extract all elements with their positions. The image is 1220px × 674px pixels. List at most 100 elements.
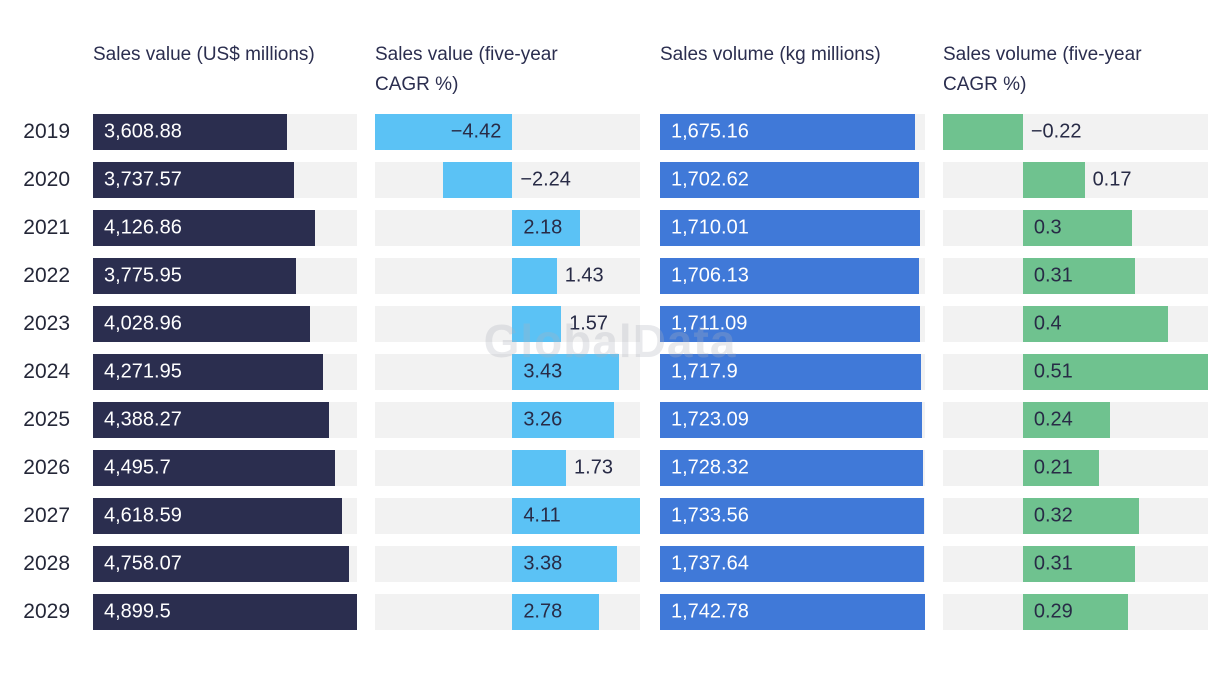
bar-label: 1,723.09 — [671, 408, 749, 431]
sales-volume-bar — [660, 258, 920, 294]
bar-label: 0.51 — [1033, 360, 1073, 383]
bar-track: 1,728.32 — [660, 450, 925, 486]
year-label: 2019 — [23, 120, 70, 143]
bar-label: 3.43 — [523, 360, 563, 383]
sales-value-cagr-bar — [512, 210, 581, 246]
year-label: 2026 — [23, 456, 70, 479]
bar-track: 4,758.07 — [93, 546, 357, 582]
bar-track: 3.38 — [375, 546, 640, 582]
sales-value-bar — [93, 114, 288, 150]
sales-value-cagr-bar — [442, 162, 513, 198]
sales-value-cagr-bar — [512, 450, 567, 486]
bar-track: 1,710.01 — [660, 210, 925, 246]
bar-track: −4.42 — [375, 114, 640, 150]
column-header-sales-volume: Sales volume (kg millions) — [660, 44, 881, 65]
bar-label: 1,737.64 — [671, 552, 749, 575]
bar-track: 1,711.09 — [660, 306, 925, 342]
bar-label: 0.31 — [1033, 552, 1073, 575]
bar-track: 1,717.9 — [660, 354, 925, 390]
bar-track: 1,737.64 — [660, 546, 925, 582]
bar-label: 0.24 — [1033, 408, 1073, 431]
bar-label: 2.78 — [523, 600, 563, 623]
bar-track: 1,675.16 — [660, 114, 925, 150]
bar-label: −0.22 — [1030, 120, 1082, 143]
bar-track: 1,702.62 — [660, 162, 925, 198]
sales-volume-bar — [660, 498, 924, 534]
sales-volume-cagr-bar — [1022, 354, 1208, 390]
sales-volume-bar — [660, 354, 922, 390]
bar-label: 1,675.16 — [671, 120, 749, 143]
bar-track: 0.24 — [943, 402, 1208, 438]
sales-volume-bar — [660, 210, 921, 246]
sales-volume-cagr-bar — [1022, 306, 1169, 342]
bar-label: 1,711.09 — [671, 312, 748, 335]
sales-value-bar — [93, 546, 350, 582]
bar-track: 4,495.7 — [93, 450, 357, 486]
bar-track: 3.43 — [375, 354, 640, 390]
sales-value-cagr-bar — [512, 354, 619, 390]
bar-track: 0.32 — [943, 498, 1208, 534]
year-label: 2023 — [23, 312, 70, 335]
bar-label: 3,775.95 — [104, 264, 182, 287]
bar-label: 4,126.86 — [104, 216, 182, 239]
bar-track: −2.24 — [375, 162, 640, 198]
year-label: 2024 — [23, 360, 70, 383]
sales-volume-cagr-bar — [1022, 210, 1132, 246]
bar-track: 0.3 — [943, 210, 1208, 246]
sales-volume-cagr-bar — [1022, 450, 1100, 486]
year-label: 2022 — [23, 264, 70, 287]
bar-label: −4.42 — [450, 120, 502, 143]
bar-label: 0.29 — [1033, 600, 1073, 623]
bar-track: 0.29 — [943, 594, 1208, 630]
sales-value-cagr-bar — [512, 594, 599, 630]
year-label: 2029 — [23, 600, 70, 623]
sales-value-bar — [93, 306, 311, 342]
sales-volume-bar — [660, 306, 921, 342]
sales-volume-bar — [660, 402, 922, 438]
bar-label: 4,899.5 — [104, 600, 171, 623]
bar-track: 1.57 — [375, 306, 640, 342]
bar-label: 1,702.62 — [671, 168, 749, 191]
sales-value-bar — [93, 594, 357, 630]
bar-label: 1,717.9 — [671, 360, 738, 383]
year-label: 2028 — [23, 552, 70, 575]
column-header-sales-volume-cagr: Sales volume (five-year CAGR %) — [943, 44, 1142, 95]
bar-track: 3,775.95 — [93, 258, 357, 294]
bar-label: 0.4 — [1033, 312, 1062, 335]
sales-volume-cagr-bar — [1022, 402, 1110, 438]
bar-track: 3,737.57 — [93, 162, 357, 198]
year-label: 2025 — [23, 408, 70, 431]
bar-track: 0.31 — [943, 258, 1208, 294]
bar-track: 1,742.78 — [660, 594, 925, 630]
bar-label: 3,737.57 — [104, 168, 182, 191]
bar-label: 1,728.32 — [671, 456, 749, 479]
bar-label: 4,028.96 — [104, 312, 182, 335]
bar-track: 4,899.5 — [93, 594, 357, 630]
sales-value-cagr-bar — [512, 546, 618, 582]
bar-label: 1.73 — [574, 456, 613, 479]
bar-label: 3.38 — [523, 552, 563, 575]
bar-track: 3,608.88 — [93, 114, 357, 150]
bar-track: 3.26 — [375, 402, 640, 438]
bar-track: 2.78 — [375, 594, 640, 630]
bar-label: 4,495.7 — [104, 456, 171, 479]
column-header-sales-value-cagr: Sales value (five-year CAGR %) — [375, 44, 558, 95]
bar-track: 4,388.27 — [93, 402, 357, 438]
sales-volume-cagr-bar — [1022, 498, 1140, 534]
bar-track: 0.51 — [943, 354, 1208, 390]
bar-track: −0.22 — [943, 114, 1208, 150]
bar-track: 1,723.09 — [660, 402, 925, 438]
bar-track: 0.31 — [943, 546, 1208, 582]
sales-value-bar — [93, 402, 330, 438]
sales-volume-cagr-bar — [1022, 594, 1129, 630]
bar-label: 4,271.95 — [104, 360, 182, 383]
bar-label: 4,388.27 — [104, 408, 182, 431]
bar-label: 0.17 — [1092, 168, 1132, 191]
sales-value-cagr-bar — [512, 402, 614, 438]
sales-value-bar — [93, 258, 297, 294]
bar-track: 2.18 — [375, 210, 640, 246]
sales-volume-bar — [660, 450, 923, 486]
sales-value-cagr-bar — [512, 498, 640, 534]
sales-volume-cagr-bar — [943, 114, 1023, 150]
